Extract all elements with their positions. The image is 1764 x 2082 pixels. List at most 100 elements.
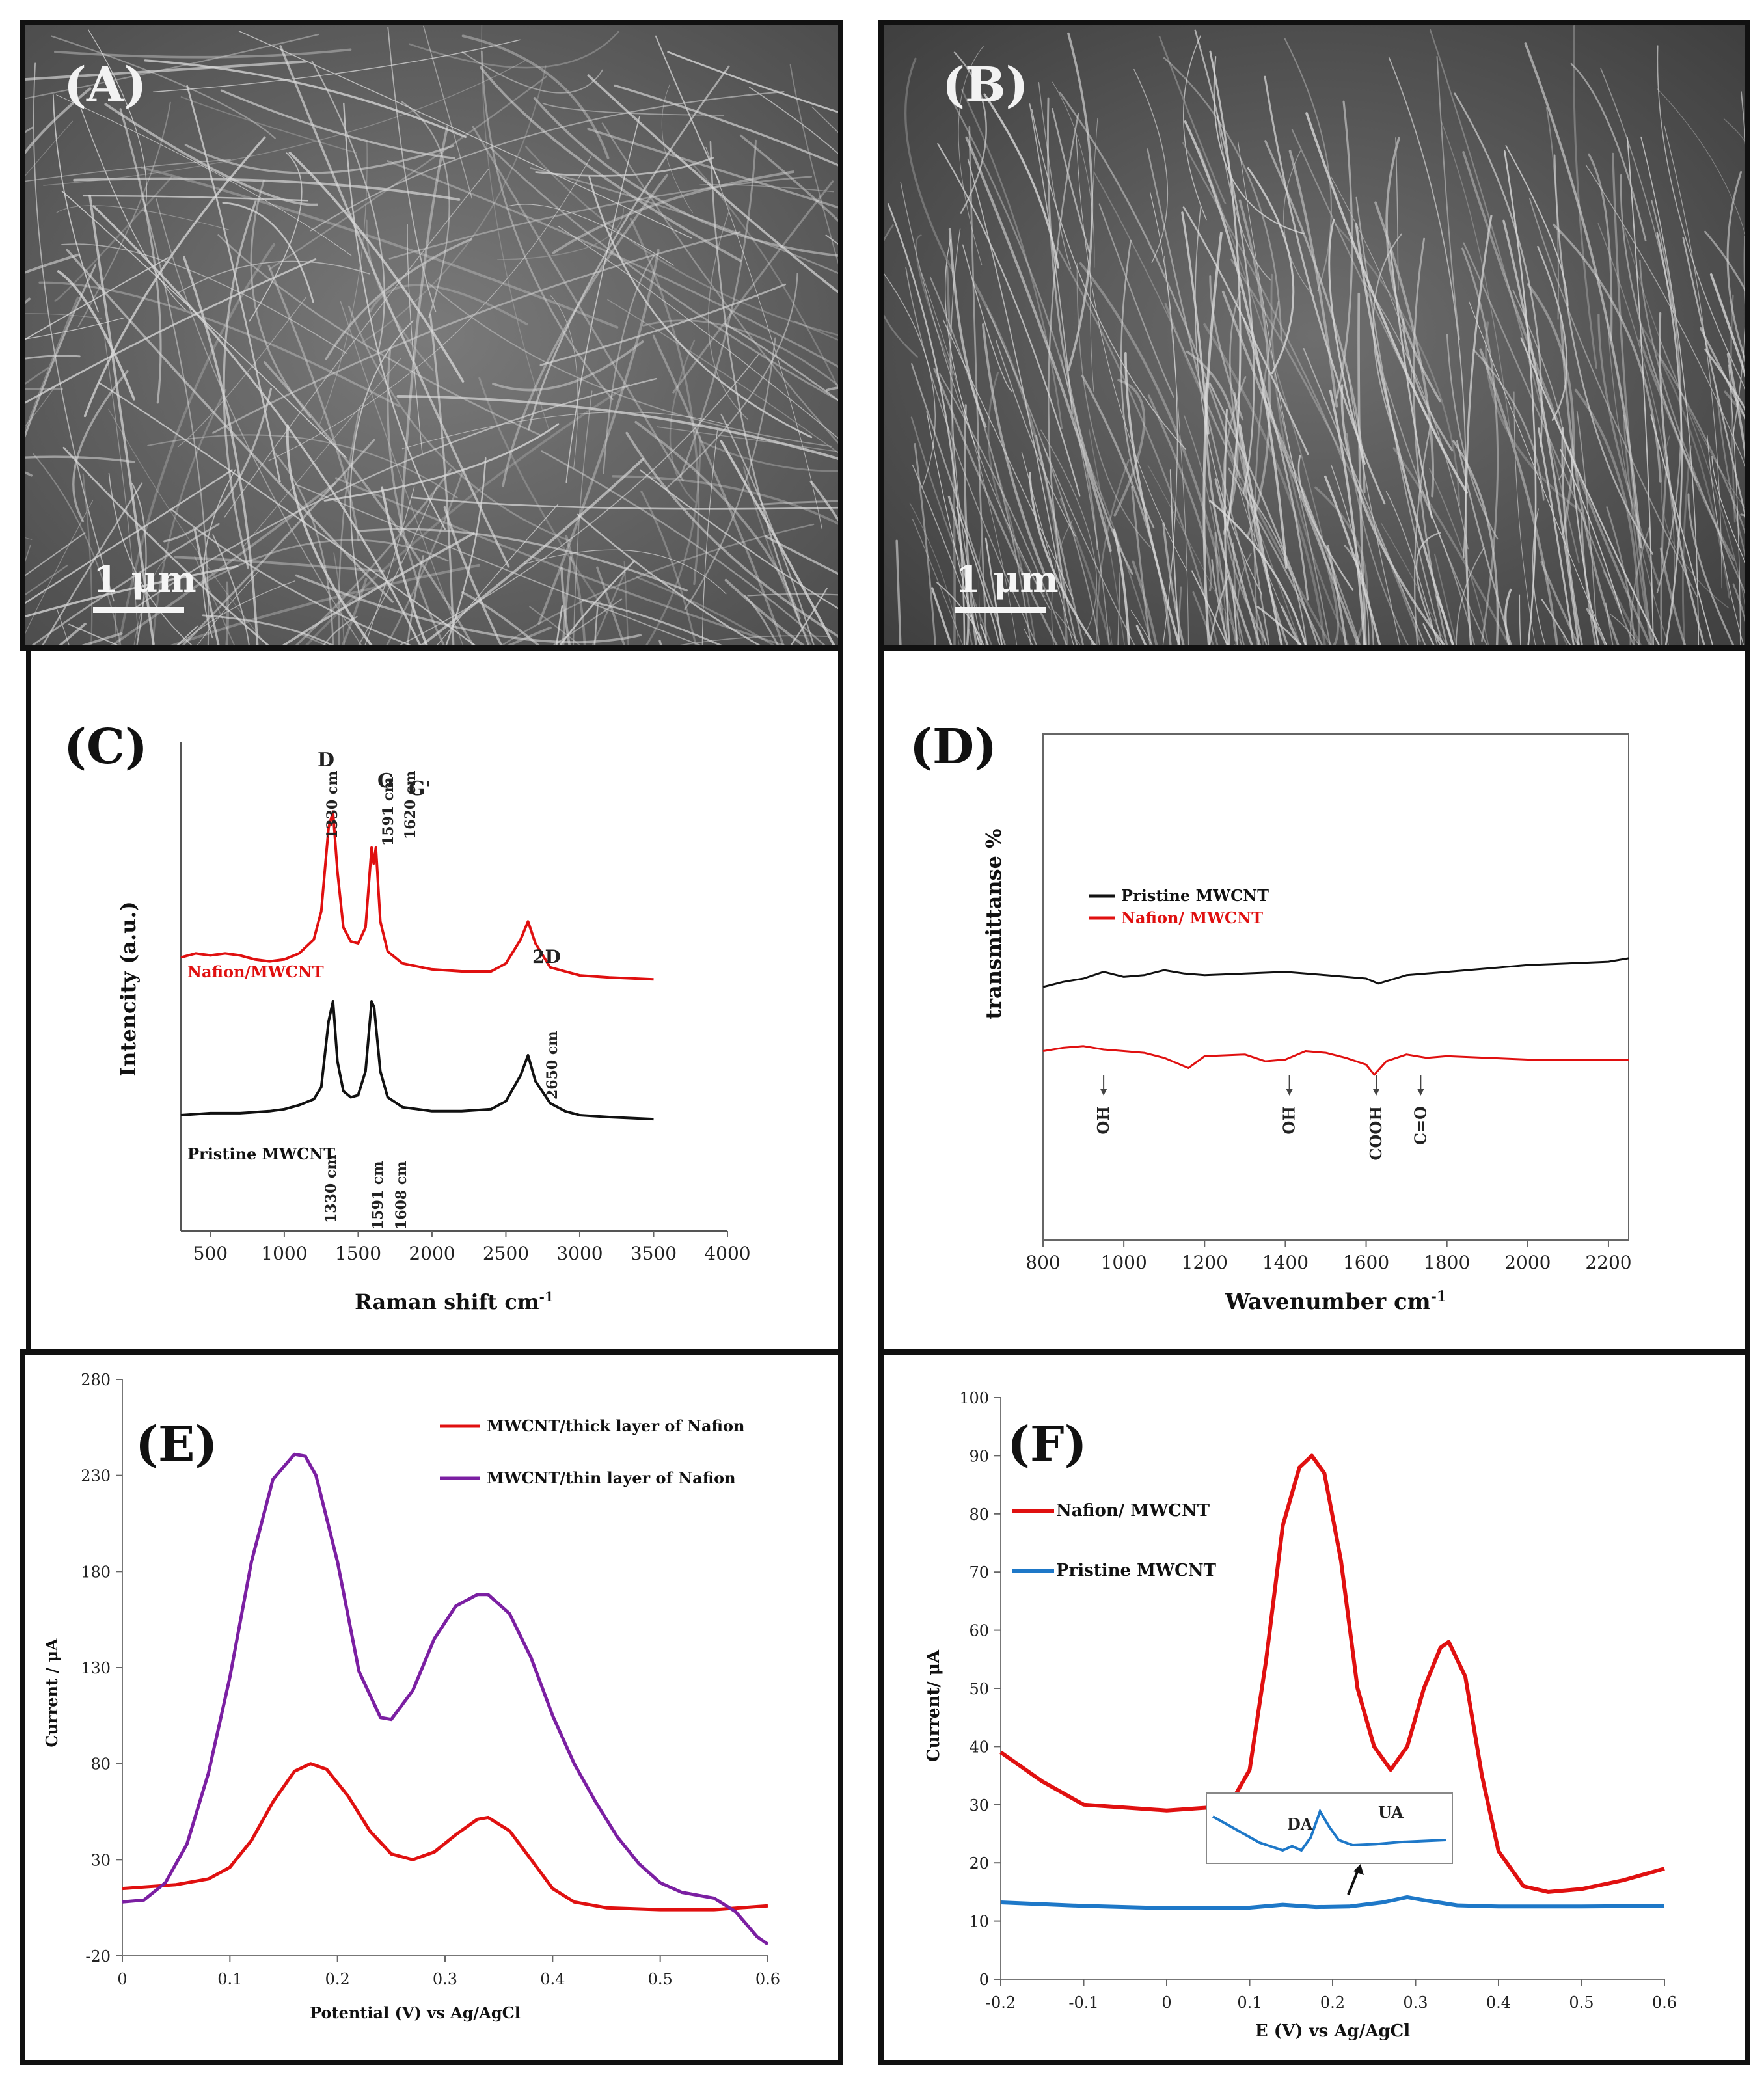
dpv-f-series-0 [999, 1453, 1665, 1894]
nanotube-fiber [1147, 148, 1268, 645]
nanotube-fiber [747, 593, 838, 597]
nanotube-fiber [996, 340, 1076, 537]
dpv-e-y-tick-label: 130 [81, 1659, 111, 1677]
nanotube-fiber [385, 468, 465, 645]
dpv-f-x-tick-label: 0.2 [1320, 1994, 1345, 2012]
nanotube-fiber [388, 176, 813, 260]
nanotube-fiber [1726, 170, 1745, 363]
panel-f-label: (F) [1007, 1416, 1087, 1472]
nanotube-fiber [1169, 469, 1180, 645]
dpv-e-series-0 [122, 1762, 768, 1912]
scale-bar-label-b: 1 μm [955, 558, 1059, 601]
nanotube-fiber [1392, 447, 1511, 645]
nanotube-fiber [109, 482, 336, 645]
dpv-e-y-tick-label: 230 [81, 1467, 111, 1485]
nanotube-fiber [56, 205, 230, 230]
nanotube-fiber [104, 103, 319, 206]
nanotube-fiber [1650, 414, 1714, 645]
dpv-e-x-tick-label: 0.1 [217, 1970, 242, 1988]
nanotube-fiber [1291, 129, 1447, 458]
nanotube-fiber [176, 260, 371, 294]
nanotube-fiber [217, 234, 541, 436]
nanotube-fiber [194, 556, 236, 645]
raman-y-label: Intencity (a.u.) [116, 901, 141, 1076]
nanotube-fiber [25, 500, 94, 636]
nanotube-fiber [667, 51, 838, 113]
nanotube-fiber [1209, 50, 1242, 531]
nanotube-fiber [108, 409, 268, 645]
panel-a: (A) 1 μm [20, 20, 843, 651]
nanotube-fiber [1131, 485, 1152, 645]
nanotube-fiber [25, 264, 97, 440]
dpv-chart-f: -0.2 -0.1 0 0.1 0.2 0.3 0.4 0.5 0.6 0 10 20 30 40 50 60… [924, 1389, 1677, 2041]
nanotube-fiber [1214, 532, 1228, 645]
dpv-f-x-tick-label: 0.1 [1237, 1994, 1262, 2012]
nanotube-fiber [669, 339, 696, 503]
nanotube-fiber [612, 475, 838, 525]
nanotube-fiber [142, 198, 210, 645]
nanotube-fiber [25, 87, 92, 155]
ftir-x-tick-label: 1600 [1343, 1252, 1389, 1273]
nanotube-fiber [967, 158, 1065, 599]
panel-f: -0.2 -0.1 0 0.1 0.2 0.3 0.4 0.5 0.6 0 10 20 30 40 50 60… [878, 1349, 1750, 2065]
nanotube-fiber [1124, 352, 1181, 645]
nanotube-fiber [1440, 120, 1511, 433]
nanotube-fiber [325, 237, 473, 360]
nanotube-fiber [50, 35, 276, 139]
nanotube-fiber [1340, 384, 1446, 645]
nanotube-fiber [429, 314, 455, 645]
dpv-f-x-label: E (V) vs Ag/AgCl [1255, 2021, 1410, 2041]
nanotube-fiber [1504, 150, 1537, 645]
nanotube-fiber [537, 249, 660, 625]
nanotube-fiber [634, 420, 801, 619]
nanotube-fiber [396, 395, 838, 460]
raman-peak-d: D [318, 749, 334, 772]
dpv-e-x-tick-label: 0.2 [325, 1970, 350, 1988]
nanotube-fiber [900, 182, 1051, 610]
nanotube-fiber [1202, 232, 1223, 645]
nanotube-fiber [550, 295, 578, 469]
nanotube-fiber [1529, 198, 1698, 597]
nanotube-fiber [279, 45, 510, 568]
nanotube-fiber [541, 450, 826, 645]
nanotube-fiber [25, 355, 81, 360]
dpv-e-y-tick-label: -20 [85, 1947, 111, 1966]
nanotube-fiber [1314, 486, 1368, 645]
nanotube-fiber [401, 412, 729, 450]
nanotube-fiber [1527, 283, 1575, 534]
nanotube-fiber [197, 571, 260, 645]
nanotube-fiber [943, 319, 1074, 599]
nanotube-fiber [1573, 25, 1598, 369]
ftir-annotation-arrowhead [1417, 1089, 1424, 1096]
dpv-f-y-tick-label: 70 [969, 1563, 989, 1582]
nanotube-fiber [983, 93, 1060, 269]
nanotube-fiber [323, 615, 358, 645]
nanotube-fiber [1046, 97, 1133, 575]
nanotube-fiber [387, 160, 838, 368]
nanotube-fiber [523, 549, 727, 595]
dpv-f-series-1 [1000, 1895, 1665, 1910]
nanotube-fiber [904, 57, 954, 273]
nanotube-fiber [169, 563, 480, 645]
nanotube-fiber [1072, 423, 1153, 645]
nanotube-fiber [708, 210, 748, 420]
nanotube-fiber [558, 225, 838, 439]
nanotube-fiber [1059, 92, 1241, 478]
nanotube-fiber [1232, 585, 1239, 645]
nanotube-fiber [181, 439, 375, 645]
dpv-f-y-tick-label: 90 [969, 1447, 989, 1465]
nanotube-fiber [558, 560, 635, 645]
nanotube-fiber [1430, 29, 1580, 563]
nanotube-fiber [636, 576, 776, 645]
nanotube-fiber [25, 565, 239, 618]
dpv-f-y-tick-label: 10 [969, 1913, 989, 1931]
nanotube-fiber [1532, 508, 1546, 645]
dpv-f-x-tick-label: 0.3 [1403, 1994, 1428, 2012]
nanotube-fiber [33, 453, 122, 645]
nanotube-fiber [480, 66, 742, 262]
nanotube-fiber [614, 84, 838, 167]
nanotube-fiber [1704, 348, 1745, 411]
nanotube-fiber [1723, 118, 1745, 142]
nanotube-fiber [1465, 214, 1493, 645]
nanotube-fiber [1469, 301, 1608, 645]
